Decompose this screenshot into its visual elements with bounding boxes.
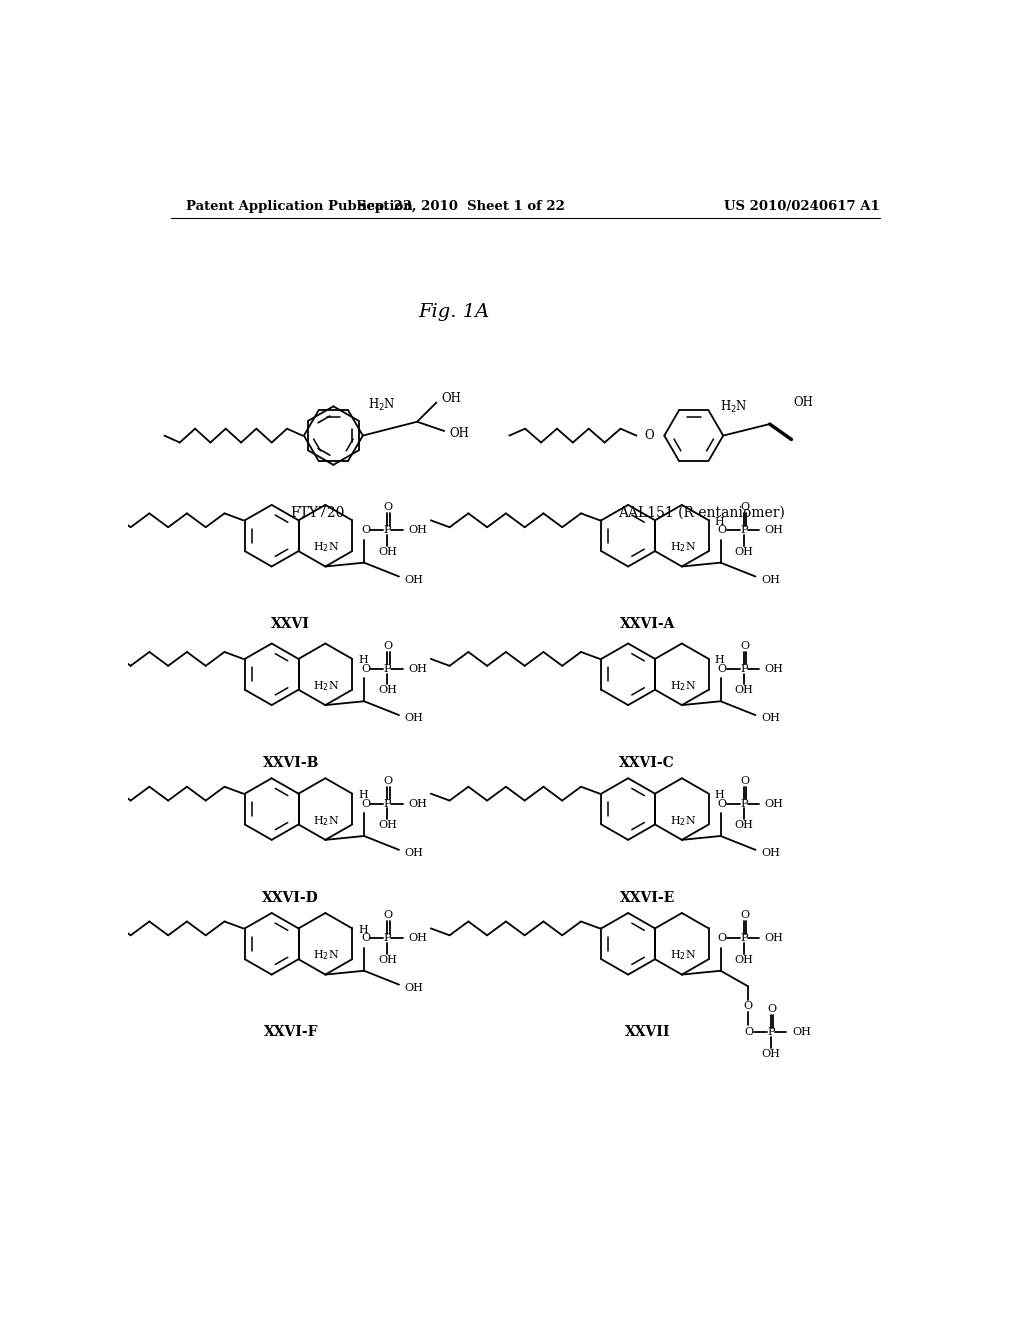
Text: OH: OH bbox=[765, 525, 783, 536]
Text: P: P bbox=[740, 799, 748, 809]
Text: OH: OH bbox=[404, 713, 423, 723]
Text: OH: OH bbox=[404, 847, 423, 858]
Text: O: O bbox=[740, 776, 750, 785]
Text: OH: OH bbox=[404, 982, 423, 993]
Text: OH: OH bbox=[378, 546, 396, 557]
Text: H$_2$N: H$_2$N bbox=[670, 540, 695, 554]
Text: OH: OH bbox=[409, 799, 427, 809]
Text: P: P bbox=[767, 1027, 775, 1038]
Text: OH: OH bbox=[378, 820, 396, 830]
Text: OH: OH bbox=[762, 1049, 780, 1059]
Text: OH: OH bbox=[450, 426, 469, 440]
Text: O: O bbox=[384, 776, 392, 785]
Text: XXVI-B: XXVI-B bbox=[262, 756, 318, 770]
Text: AAL151 (R entaniomer): AAL151 (R entaniomer) bbox=[618, 506, 785, 520]
Text: P: P bbox=[384, 799, 391, 809]
Text: H$_2$N: H$_2$N bbox=[670, 813, 695, 828]
Text: H: H bbox=[715, 517, 725, 527]
Text: XXVI-E: XXVI-E bbox=[620, 891, 675, 904]
Text: H: H bbox=[715, 656, 725, 665]
Text: Sep. 23, 2010  Sheet 1 of 22: Sep. 23, 2010 Sheet 1 of 22 bbox=[357, 199, 565, 213]
Text: OH: OH bbox=[765, 664, 783, 675]
Text: O: O bbox=[740, 502, 750, 512]
Text: OH: OH bbox=[793, 396, 813, 409]
Text: XXVI-C: XXVI-C bbox=[620, 756, 675, 770]
Text: O: O bbox=[718, 525, 727, 536]
Text: H: H bbox=[358, 925, 369, 935]
Text: O: O bbox=[740, 911, 750, 920]
Text: OH: OH bbox=[734, 546, 754, 557]
Text: OH: OH bbox=[761, 713, 779, 723]
Text: XXVI-F: XXVI-F bbox=[263, 1026, 318, 1039]
Text: OH: OH bbox=[404, 574, 423, 585]
Text: O: O bbox=[384, 911, 392, 920]
Text: OH: OH bbox=[792, 1027, 811, 1038]
Text: O: O bbox=[384, 640, 392, 651]
Text: OH: OH bbox=[734, 820, 754, 830]
Text: OH: OH bbox=[409, 664, 427, 675]
Text: P: P bbox=[740, 933, 748, 944]
Text: H: H bbox=[358, 791, 369, 800]
Text: O: O bbox=[361, 525, 371, 536]
Text: OH: OH bbox=[378, 685, 396, 696]
Text: Fig. 1A: Fig. 1A bbox=[418, 304, 489, 321]
Text: H$_2$N: H$_2$N bbox=[720, 399, 748, 416]
Text: O: O bbox=[743, 1001, 753, 1011]
Text: O: O bbox=[361, 933, 371, 944]
Text: O: O bbox=[361, 799, 371, 809]
Text: P: P bbox=[740, 525, 748, 536]
Text: H: H bbox=[715, 791, 725, 800]
Text: H$_2$N: H$_2$N bbox=[313, 949, 339, 962]
Text: O: O bbox=[740, 640, 750, 651]
Text: H$_2$N: H$_2$N bbox=[368, 397, 395, 413]
Text: O: O bbox=[718, 799, 727, 809]
Text: H$_2$N: H$_2$N bbox=[670, 678, 695, 693]
Text: O: O bbox=[361, 664, 371, 675]
Text: FTY720: FTY720 bbox=[291, 506, 345, 520]
Text: XXVI-A: XXVI-A bbox=[620, 618, 675, 631]
Text: OH: OH bbox=[442, 392, 462, 405]
Text: H$_2$N: H$_2$N bbox=[313, 813, 339, 828]
Text: P: P bbox=[740, 664, 748, 675]
Text: H: H bbox=[358, 656, 369, 665]
Text: P: P bbox=[384, 525, 391, 536]
Text: P: P bbox=[384, 664, 391, 675]
Text: O: O bbox=[644, 429, 653, 442]
Text: H$_2$N: H$_2$N bbox=[670, 949, 695, 962]
Text: XXVI: XXVI bbox=[271, 618, 310, 631]
Text: O: O bbox=[744, 1027, 754, 1038]
Text: US 2010/0240617 A1: US 2010/0240617 A1 bbox=[724, 199, 880, 213]
Text: H$_2$N: H$_2$N bbox=[313, 678, 339, 693]
Text: O: O bbox=[384, 502, 392, 512]
Text: OH: OH bbox=[761, 574, 779, 585]
Text: OH: OH bbox=[761, 847, 779, 858]
Text: OH: OH bbox=[765, 799, 783, 809]
Text: O: O bbox=[767, 1005, 776, 1014]
Text: OH: OH bbox=[409, 933, 427, 944]
Text: XXVI-D: XXVI-D bbox=[262, 891, 319, 904]
Text: O: O bbox=[718, 664, 727, 675]
Text: XXVII: XXVII bbox=[625, 1026, 670, 1039]
Text: P: P bbox=[384, 933, 391, 944]
Text: OH: OH bbox=[378, 954, 396, 965]
Text: OH: OH bbox=[734, 954, 754, 965]
Text: Patent Application Publication: Patent Application Publication bbox=[186, 199, 413, 213]
Text: OH: OH bbox=[409, 525, 427, 536]
Text: O: O bbox=[718, 933, 727, 944]
Text: OH: OH bbox=[734, 685, 754, 696]
Text: OH: OH bbox=[765, 933, 783, 944]
Text: H$_2$N: H$_2$N bbox=[313, 540, 339, 554]
